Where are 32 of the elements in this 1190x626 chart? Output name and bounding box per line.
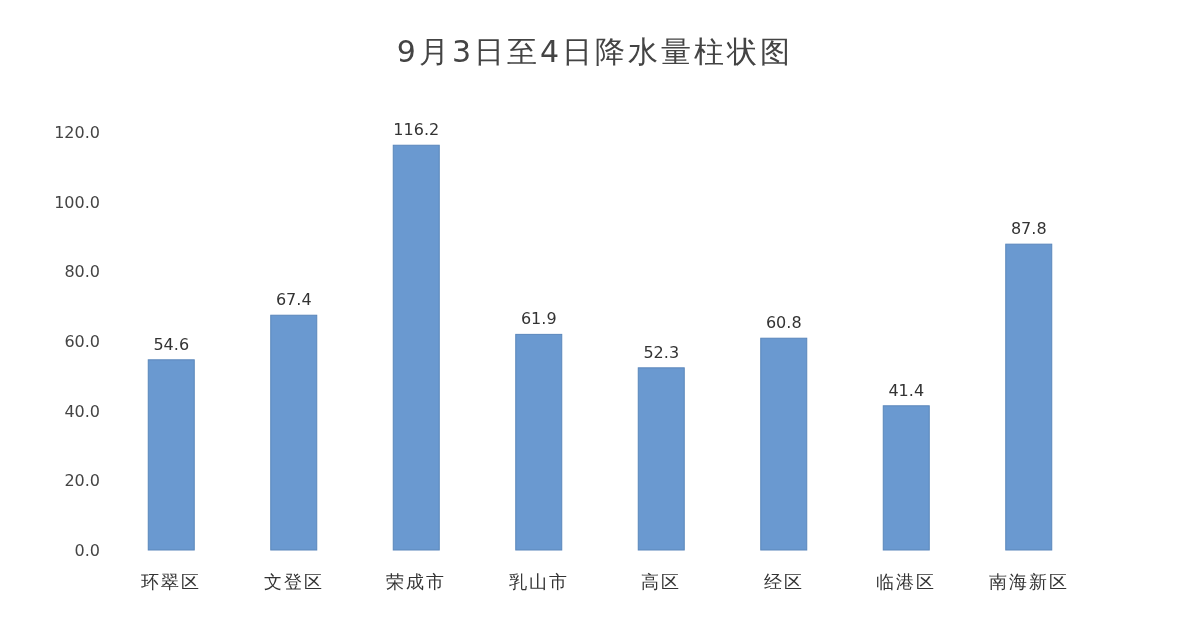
- x-tick-label: 环翠区: [141, 571, 202, 592]
- x-tick-label: 荣成市: [386, 571, 447, 592]
- data-label: 60.8: [765, 313, 802, 333]
- bar: [515, 333, 563, 551]
- y-tick-label: 120.0: [54, 123, 100, 142]
- bar: [392, 144, 440, 551]
- data-label: 52.3: [643, 342, 680, 362]
- x-tick-label: 乳山市: [508, 571, 569, 592]
- data-label: 67.4: [275, 290, 312, 310]
- x-tick-label: 南海新区: [988, 571, 1069, 592]
- y-tick-label: 60.0: [64, 332, 100, 351]
- bar: [1005, 243, 1053, 551]
- y-tick-label: 80.0: [64, 262, 100, 282]
- bar: [147, 359, 195, 551]
- x-tick-label: 经区: [763, 571, 804, 592]
- data-label: 41.4: [888, 380, 925, 400]
- data-label: 116.2: [393, 120, 440, 140]
- y-tick-label: 0.0: [74, 541, 100, 560]
- x-tick-label: 文登区: [263, 571, 324, 592]
- bar: [270, 314, 318, 551]
- data-label: 54.6: [153, 334, 190, 354]
- y-tick-label: 40.0: [64, 401, 100, 421]
- chart-title: 9月3日至4日降水量柱状图: [396, 34, 794, 69]
- x-tick-label: 临港区: [876, 571, 937, 592]
- y-tick-label: 20.0: [64, 471, 100, 491]
- bar: [637, 367, 685, 551]
- data-label: 87.8: [1010, 219, 1047, 239]
- x-tick-label: 高区: [641, 571, 682, 592]
- bar: [882, 405, 930, 551]
- bar: [760, 337, 808, 551]
- y-tick-label: 100.0: [54, 192, 100, 212]
- data-label: 61.9: [520, 309, 557, 329]
